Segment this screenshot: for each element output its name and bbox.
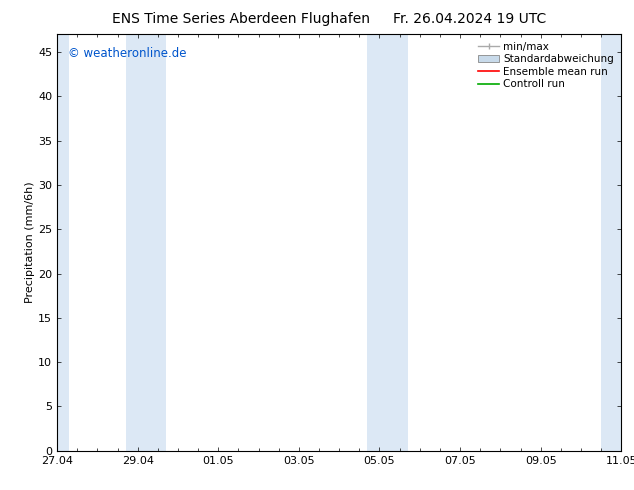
Text: Fr. 26.04.2024 19 UTC: Fr. 26.04.2024 19 UTC: [392, 12, 546, 26]
Bar: [601, 34, 622, 451]
Legend: min/max, Standardabweichung, Ensemble mean run, Controll run: min/max, Standardabweichung, Ensemble me…: [476, 40, 616, 92]
Text: ENS Time Series Aberdeen Flughafen: ENS Time Series Aberdeen Flughafen: [112, 12, 370, 26]
Bar: [367, 34, 408, 451]
Bar: [56, 34, 69, 451]
Y-axis label: Precipitation (mm/6h): Precipitation (mm/6h): [25, 182, 36, 303]
Bar: [126, 34, 166, 451]
Text: © weatheronline.de: © weatheronline.de: [68, 47, 187, 60]
